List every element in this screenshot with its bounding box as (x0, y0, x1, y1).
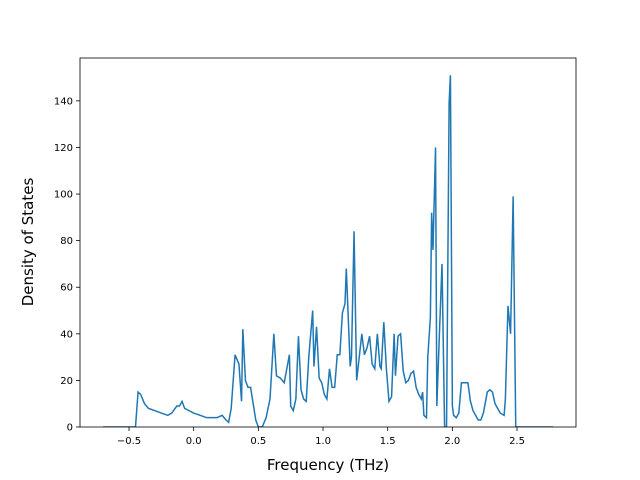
plot-frame (79, 57, 577, 428)
y-tick-label: 60 (60, 283, 73, 294)
x-tick-label: 2.5 (509, 436, 525, 447)
x-tick-label: −0.5 (117, 436, 141, 447)
y-tick-label: 100 (54, 190, 73, 201)
line-series (103, 75, 554, 427)
x-tick-label: 2.0 (444, 436, 460, 447)
x-axis-label: Frequency (THz) (267, 456, 389, 474)
y-tick-label: 140 (54, 96, 73, 107)
y-tick-label: 40 (60, 329, 73, 340)
x-tick-label: 0.5 (250, 436, 266, 447)
y-tick-label: 80 (60, 236, 73, 247)
y-tick-label: 20 (60, 376, 73, 387)
x-tick-label: 1.0 (315, 436, 331, 447)
x-tick-label: 0.0 (186, 436, 202, 447)
y-tick-label: 120 (54, 143, 73, 154)
x-tick-label: 1.5 (380, 436, 396, 447)
y-axis-label: Density of States (19, 178, 37, 307)
y-tick-label: 0 (67, 423, 73, 434)
